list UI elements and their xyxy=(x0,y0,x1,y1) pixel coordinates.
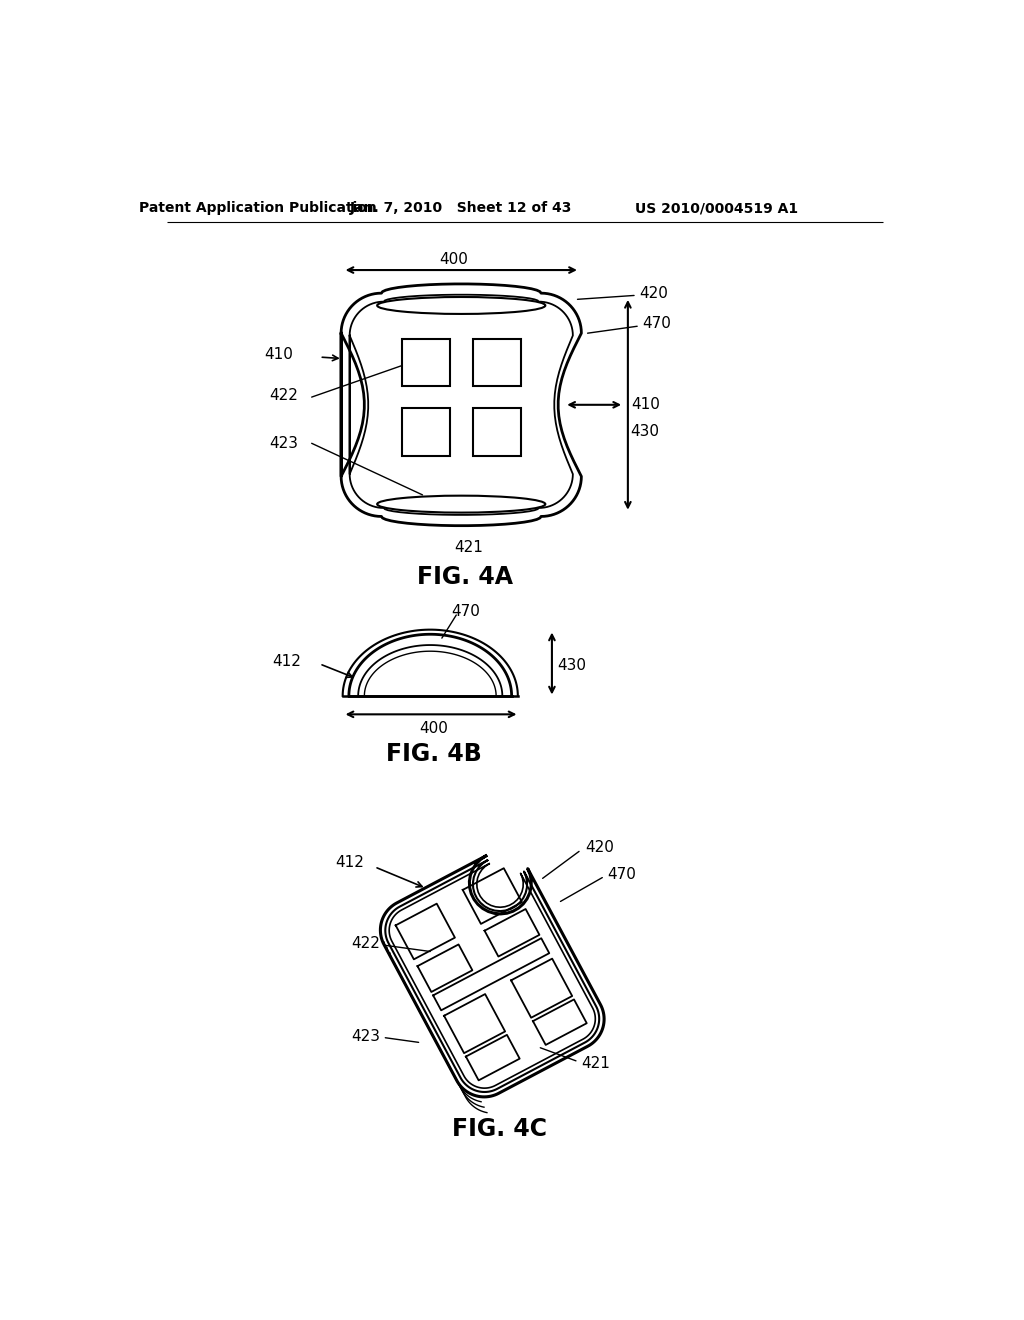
Ellipse shape xyxy=(377,297,546,314)
Text: 470: 470 xyxy=(452,603,480,619)
Text: 470: 470 xyxy=(642,317,671,331)
Text: 412: 412 xyxy=(336,855,365,870)
Text: 410: 410 xyxy=(631,396,660,412)
Text: 470: 470 xyxy=(607,867,636,882)
Text: Patent Application Publication: Patent Application Publication xyxy=(139,202,377,215)
Text: 423: 423 xyxy=(269,436,299,451)
Text: 400: 400 xyxy=(420,721,449,735)
Text: US 2010/0004519 A1: US 2010/0004519 A1 xyxy=(636,202,799,215)
Text: 420: 420 xyxy=(640,285,669,301)
Text: 423: 423 xyxy=(351,1028,380,1044)
Text: 430: 430 xyxy=(631,424,659,440)
Text: 422: 422 xyxy=(269,388,299,403)
Text: 410: 410 xyxy=(264,347,293,362)
Text: 412: 412 xyxy=(272,655,301,669)
Text: FIG. 4A: FIG. 4A xyxy=(417,565,513,589)
Text: 420: 420 xyxy=(586,840,614,855)
Text: FIG. 4B: FIG. 4B xyxy=(386,742,482,767)
Text: FIG. 4C: FIG. 4C xyxy=(453,1117,548,1140)
Text: 421: 421 xyxy=(582,1056,610,1071)
Bar xyxy=(401,339,450,387)
Ellipse shape xyxy=(377,495,546,512)
Bar xyxy=(401,408,450,455)
Text: 421: 421 xyxy=(455,540,483,554)
Text: 400: 400 xyxy=(439,252,468,267)
Text: 422: 422 xyxy=(351,936,380,952)
Bar xyxy=(473,339,521,387)
Bar xyxy=(473,408,521,455)
Text: Jan. 7, 2010   Sheet 12 of 43: Jan. 7, 2010 Sheet 12 of 43 xyxy=(350,202,572,215)
Text: 430: 430 xyxy=(557,657,586,673)
